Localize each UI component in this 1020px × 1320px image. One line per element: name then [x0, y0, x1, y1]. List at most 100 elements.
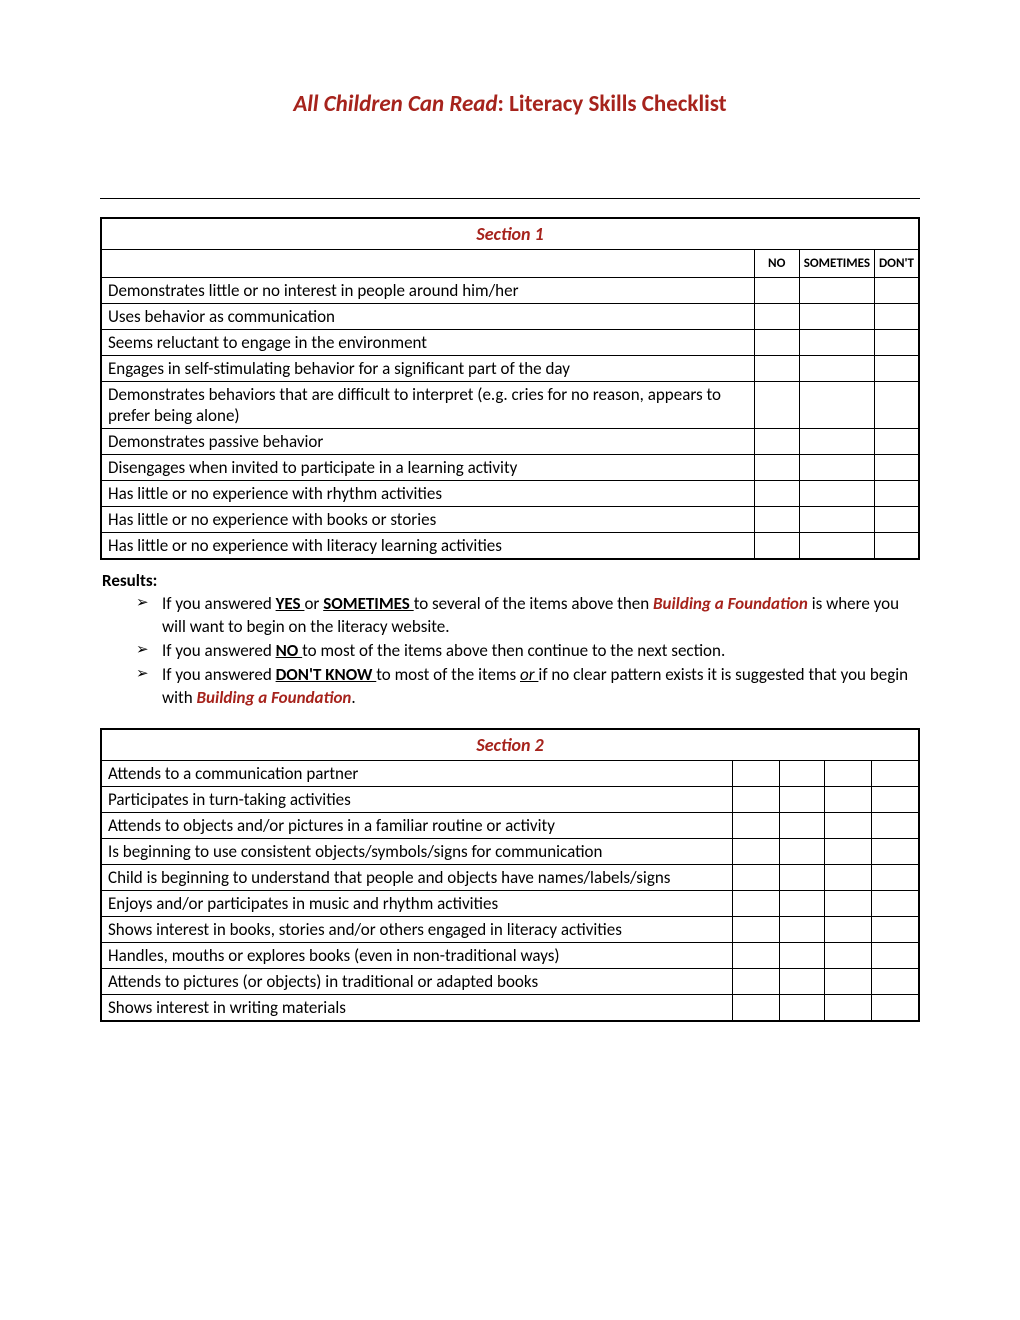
- results-item: If you answered DON'T KNOW to most of th…: [136, 664, 918, 710]
- section1-table: Section 1 NO SOMETIMES DON'T Demonstrate…: [100, 217, 920, 560]
- cell[interactable]: [874, 533, 919, 560]
- cell[interactable]: [825, 838, 872, 864]
- cell[interactable]: [799, 455, 874, 481]
- cell[interactable]: [825, 812, 872, 838]
- cell[interactable]: [754, 507, 799, 533]
- cell[interactable]: [799, 356, 874, 382]
- cell[interactable]: [825, 916, 872, 942]
- cell[interactable]: [874, 356, 919, 382]
- item-text: Shows interest in books, stories and/or …: [101, 916, 733, 942]
- table-row: Shows interest in writing materials: [101, 994, 919, 1021]
- cell[interactable]: [799, 533, 874, 560]
- cell[interactable]: [872, 968, 920, 994]
- cell[interactable]: [733, 760, 780, 786]
- cell[interactable]: [780, 812, 825, 838]
- cell[interactable]: [733, 864, 780, 890]
- cell[interactable]: [780, 994, 825, 1021]
- cell[interactable]: [733, 838, 780, 864]
- cell[interactable]: [872, 838, 920, 864]
- cell[interactable]: [799, 330, 874, 356]
- cell[interactable]: [754, 278, 799, 304]
- table-row: Demonstrates passive behavior: [101, 429, 919, 455]
- cell[interactable]: [780, 916, 825, 942]
- cell[interactable]: [733, 942, 780, 968]
- cell[interactable]: [733, 968, 780, 994]
- cell[interactable]: [872, 942, 920, 968]
- cell[interactable]: [825, 864, 872, 890]
- table-row: Has little or no experience with literac…: [101, 533, 919, 560]
- item-text: Handles, mouths or explores books (even …: [101, 942, 733, 968]
- cell[interactable]: [733, 786, 780, 812]
- cell[interactable]: [780, 942, 825, 968]
- results-label: Results:: [102, 570, 918, 591]
- section2-table: Section 2 Attends to a communication par…: [100, 728, 920, 1022]
- cell[interactable]: [799, 429, 874, 455]
- cell[interactable]: [754, 533, 799, 560]
- item-text: Enjoys and/or participates in music and …: [101, 890, 733, 916]
- cell[interactable]: [825, 786, 872, 812]
- cell[interactable]: [733, 890, 780, 916]
- cell[interactable]: [874, 278, 919, 304]
- item-text: Demonstrates passive behavior: [101, 429, 754, 455]
- item-text: Seems reluctant to engage in the environ…: [101, 330, 754, 356]
- results-block: Results: If you answered YES or SOMETIME…: [102, 570, 918, 710]
- cell[interactable]: [825, 890, 872, 916]
- title-rest: : Literacy Skills Checklist: [498, 90, 727, 118]
- cell[interactable]: [872, 916, 920, 942]
- table-row: Is beginning to use consistent objects/s…: [101, 838, 919, 864]
- cell[interactable]: [780, 786, 825, 812]
- cell[interactable]: [754, 356, 799, 382]
- cell[interactable]: [780, 760, 825, 786]
- cell[interactable]: [799, 507, 874, 533]
- cell[interactable]: [872, 812, 920, 838]
- cell[interactable]: [874, 455, 919, 481]
- cell[interactable]: [754, 455, 799, 481]
- cell[interactable]: [733, 812, 780, 838]
- cell[interactable]: [874, 382, 919, 429]
- cell[interactable]: [754, 481, 799, 507]
- cell[interactable]: [780, 890, 825, 916]
- cell[interactable]: [874, 507, 919, 533]
- item-text: Has little or no experience with rhythm …: [101, 481, 754, 507]
- cell[interactable]: [874, 304, 919, 330]
- cell[interactable]: [825, 994, 872, 1021]
- cell[interactable]: [825, 942, 872, 968]
- cell[interactable]: [872, 786, 920, 812]
- cell[interactable]: [780, 968, 825, 994]
- table-row: Handles, mouths or explores books (even …: [101, 942, 919, 968]
- cell[interactable]: [872, 890, 920, 916]
- item-text: Demonstrates little or no interest in pe…: [101, 278, 754, 304]
- item-text: Engages in self-stimulating behavior for…: [101, 356, 754, 382]
- cell[interactable]: [754, 429, 799, 455]
- cell[interactable]: [733, 916, 780, 942]
- cell[interactable]: [799, 304, 874, 330]
- cell[interactable]: [874, 481, 919, 507]
- table-row: Has little or no experience with rhythm …: [101, 481, 919, 507]
- no-label: NO: [276, 640, 303, 661]
- cell[interactable]: [872, 864, 920, 890]
- cell[interactable]: [733, 994, 780, 1021]
- cell[interactable]: [825, 760, 872, 786]
- table-row: Attends to a communication partner: [101, 760, 919, 786]
- title-italic: All Children Can Read: [293, 90, 497, 118]
- item-text: Is beginning to use consistent objects/s…: [101, 838, 733, 864]
- cell[interactable]: [872, 760, 920, 786]
- results-item: If you answered YES or SOMETIMES to seve…: [136, 593, 918, 639]
- cell[interactable]: [754, 304, 799, 330]
- cell[interactable]: [780, 864, 825, 890]
- cell[interactable]: [872, 994, 920, 1021]
- table-row: Demonstrates behaviors that are difficul…: [101, 382, 919, 429]
- cell[interactable]: [799, 481, 874, 507]
- table-row: Has little or no experience with books o…: [101, 507, 919, 533]
- cell[interactable]: [780, 838, 825, 864]
- cell[interactable]: [874, 429, 919, 455]
- cell[interactable]: [825, 968, 872, 994]
- table-row: Seems reluctant to engage in the environ…: [101, 330, 919, 356]
- cell[interactable]: [799, 382, 874, 429]
- cell[interactable]: [754, 382, 799, 429]
- results-item: If you answered NO to most of the items …: [136, 640, 918, 663]
- cell[interactable]: [799, 278, 874, 304]
- cell[interactable]: [874, 330, 919, 356]
- cell[interactable]: [754, 330, 799, 356]
- yes-label: YES: [276, 593, 305, 614]
